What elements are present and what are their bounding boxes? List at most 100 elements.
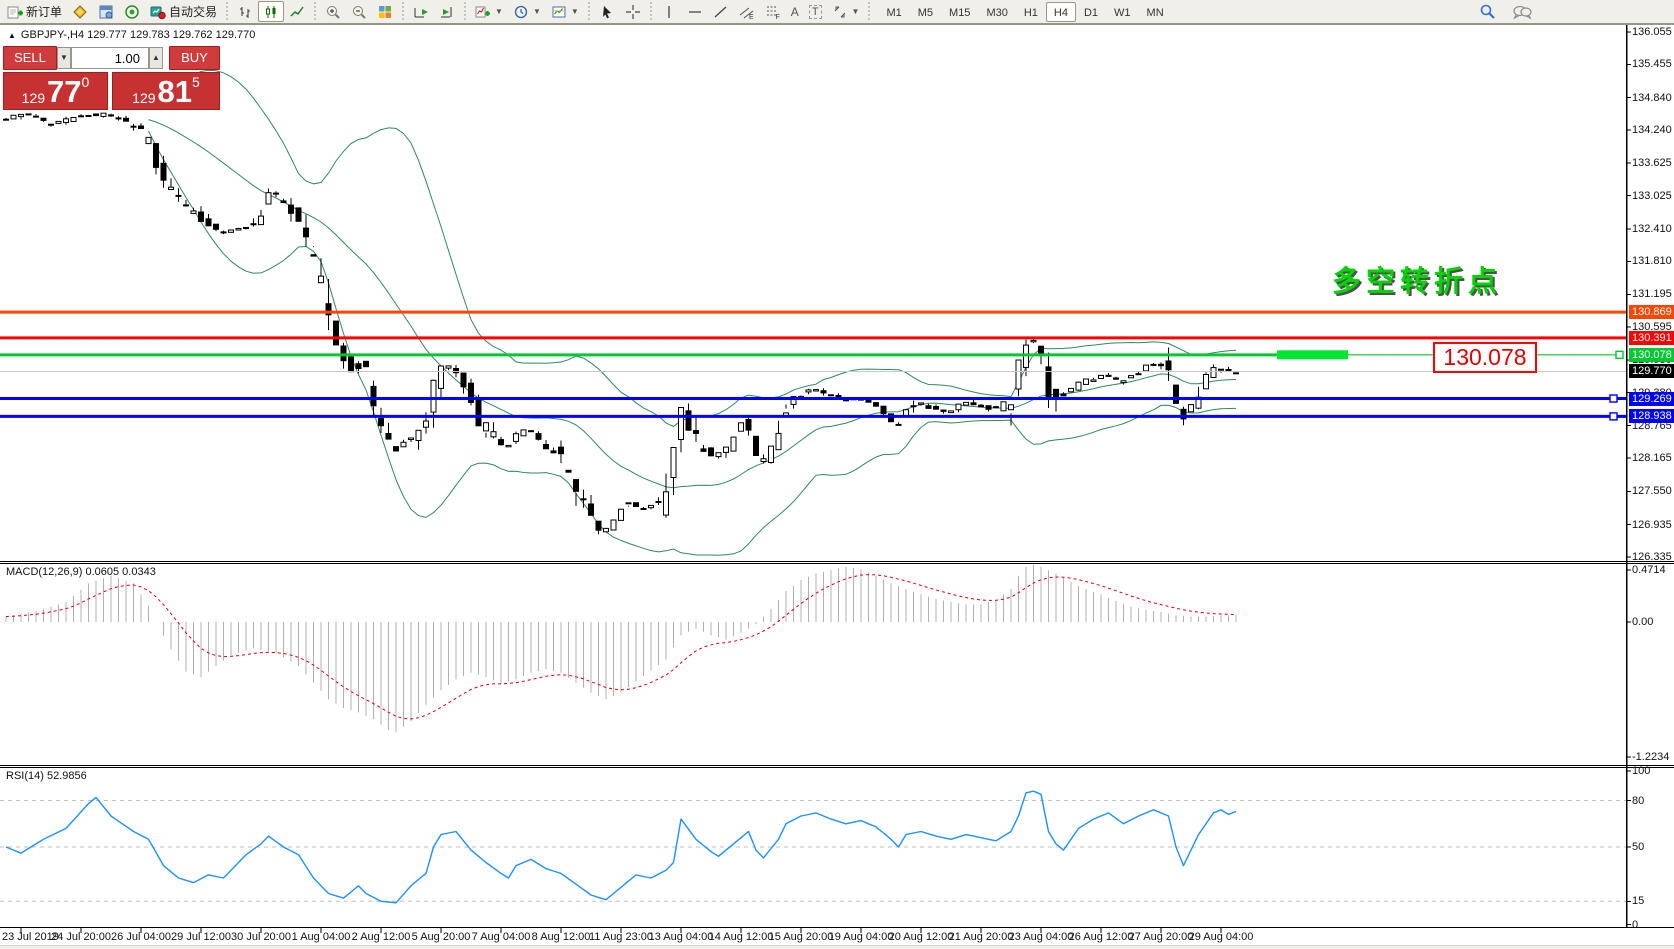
horizontal-line-tool-button[interactable]: [682, 1, 708, 22]
vertical-line-tool-button[interactable]: [656, 1, 682, 22]
zoom-in-button[interactable]: [320, 1, 346, 22]
rsi-tick-label: 80: [1632, 794, 1645, 807]
indicators-button[interactable]: ▼: [470, 1, 508, 22]
fibonacci-tool-button[interactable]: F: [760, 1, 786, 22]
price-badge: 130.869: [1629, 305, 1674, 320]
cursor-tool-button[interactable]: [594, 1, 620, 22]
time-axis-label: 29 Aug 04:00: [1188, 931, 1254, 943]
price-tick-label: 133.625: [1632, 157, 1672, 170]
price-tick-label: 133.025: [1632, 189, 1672, 202]
time-axis-label: 14 Aug 12:00: [708, 931, 774, 943]
trendline-icon: [714, 6, 727, 17]
price-badge: 130.078: [1629, 347, 1674, 362]
chart-shift-icon: [441, 6, 452, 17]
volume-decrease-button[interactable]: ▼: [57, 47, 71, 69]
timeframe-button-m30[interactable]: M30: [986, 6, 1008, 19]
price-tick-label: 132.410: [1632, 222, 1672, 235]
time-axis-label: 23 Aug 04:00: [1008, 931, 1074, 943]
periods-button[interactable]: ▼: [508, 1, 546, 22]
auto-trading-label: 自动交易: [169, 5, 218, 19]
text-tool-button[interactable]: A: [786, 1, 804, 22]
rsi-tick-label: 15: [1632, 895, 1645, 908]
channel-tool-button[interactable]: E: [734, 1, 760, 22]
turning-point-annotation[interactable]: 多空转折点: [1332, 266, 1503, 298]
time-axis-label: 19 Aug 04:00: [828, 931, 894, 943]
horizontal-scrollbar[interactable]: [0, 945, 1674, 949]
time-axis-label: 2 Aug 12:00: [351, 931, 411, 943]
templates-button[interactable]: ▼: [546, 1, 584, 22]
time-axis-label: 29 Jul 12:00: [171, 931, 231, 943]
auto-scroll-button[interactable]: [408, 1, 434, 22]
text-tool-icon: A: [790, 4, 799, 19]
time-axis-label: 30 Jul 20:00: [231, 931, 291, 943]
crosshair-tool-button[interactable]: [620, 1, 646, 22]
time-axis-label: 13 Aug 04:00: [648, 931, 714, 943]
buy-price-display[interactable]: 129 81 5: [112, 72, 220, 110]
sell-button[interactable]: SELL: [3, 46, 57, 70]
horizontal-line-icon: [688, 10, 701, 13]
toolbar-separator: [647, 1, 654, 22]
chart-shift-button[interactable]: [434, 1, 460, 22]
timeframe-button-mn[interactable]: MN: [1146, 6, 1164, 19]
collapse-arrow-icon[interactable]: ▲: [8, 30, 16, 40]
bar-chart-button[interactable]: [232, 1, 258, 22]
one-click-trading-panel: SELL ▼ ▲ BUY 129 77 0 129 81 5: [3, 46, 220, 110]
fibonacci-icon: F: [766, 6, 780, 20]
zoom-out-button[interactable]: [346, 1, 372, 22]
chat-icon[interactable]: [1512, 4, 1532, 20]
line-chart-button[interactable]: [284, 1, 310, 22]
time-axis-label: 8 Aug 12:00: [531, 931, 591, 943]
candlestick-chart-button[interactable]: [258, 1, 285, 22]
sell-price-display[interactable]: 129 77 0: [3, 72, 108, 110]
dropdown-caret-icon: ▼: [532, 7, 541, 16]
timeframe-button-w1[interactable]: W1: [1114, 6, 1131, 19]
buy-price-pips: 81: [157, 74, 193, 109]
time-axis-label: 23 Jul 2019: [2, 931, 59, 943]
rsi-indicator-label: RSI(14) 52.9856: [6, 770, 87, 782]
time-axis-label: 20 Aug 12:00: [888, 931, 954, 943]
zoom-out-icon: [353, 5, 366, 19]
timeframe-button-d1[interactable]: D1: [1083, 6, 1099, 19]
price-tick-label: 130.595: [1632, 320, 1672, 333]
symbol-ohlc-text: GBPJPY-,H4 129.777 129.783 129.762 129.7…: [20, 29, 256, 41]
time-axis-label: 21 Aug 20:00: [948, 931, 1014, 943]
volume-increase-button[interactable]: ▲: [149, 47, 163, 69]
svg-text:F: F: [775, 14, 779, 20]
candlestick-chart-icon: [266, 5, 276, 18]
toolbar-separator: [312, 1, 319, 22]
price-callout-box[interactable]: 130.078: [1433, 342, 1537, 373]
rsi-tick-label: 0: [1632, 918, 1639, 931]
timeframe-button-m5[interactable]: M5: [917, 6, 934, 19]
line-chart-icon: [290, 6, 304, 16]
tile-windows-button[interactable]: [372, 1, 398, 22]
buy-button[interactable]: BUY: [169, 46, 220, 70]
market-watch-button[interactable]: [67, 1, 93, 22]
data-window-button[interactable]: [93, 1, 119, 22]
timeframe-button-m15[interactable]: M15: [949, 6, 971, 19]
cursor-icon: [602, 5, 611, 18]
label-tool-button[interactable]: T: [804, 1, 827, 22]
auto-trading-icon: [150, 6, 166, 19]
toolbar-separator: [866, 1, 873, 22]
timeframe-button-h1[interactable]: H1: [1023, 6, 1038, 19]
rsi-tick-label: 50: [1632, 841, 1645, 853]
price-badge: 129.269: [1629, 391, 1674, 406]
periods-clock-icon: [514, 5, 528, 18]
price-badge: 128.938: [1629, 409, 1674, 424]
navigator-button[interactable]: [119, 1, 145, 22]
time-axis-label: 1 Aug 04:00: [291, 931, 351, 943]
timeframe-button-h4[interactable]: H4: [1045, 1, 1076, 22]
search-icon[interactable]: [1479, 3, 1496, 20]
sell-price-point: 0: [81, 74, 90, 90]
auto-trading-button[interactable]: 自动交易: [145, 1, 222, 22]
new-order-button[interactable]: 新订单: [2, 1, 67, 22]
tile-windows-icon: [379, 5, 392, 18]
rsi-tick-label: 100: [1632, 765, 1651, 777]
time-axis-label: 11 Aug 23:00: [588, 931, 654, 943]
new-order-icon: [7, 6, 23, 18]
volume-input[interactable]: [71, 47, 149, 69]
trendline-tool-button[interactable]: [708, 1, 734, 22]
timeframe-button-m1[interactable]: M1: [886, 6, 902, 19]
arrows-tool-button[interactable]: ▼: [827, 1, 865, 22]
